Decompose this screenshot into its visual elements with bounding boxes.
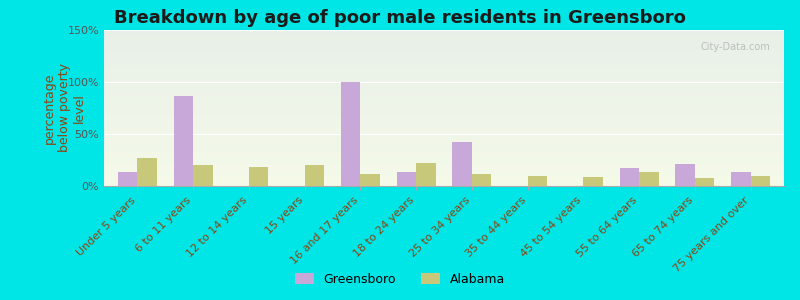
Bar (452, 142, 472, 186)
Bar (472, 173, 491, 186)
Bar (750, 176, 770, 186)
Bar (360, 173, 380, 186)
Bar (528, 176, 547, 186)
Bar (675, 164, 695, 186)
Bar (341, 82, 360, 186)
Legend: Greensboro, Alabama: Greensboro, Alabama (290, 268, 510, 291)
Bar (193, 165, 213, 186)
Bar (118, 172, 138, 186)
Bar (174, 95, 193, 186)
Bar (731, 172, 750, 186)
Text: Breakdown by age of poor male residents in Greensboro: Breakdown by age of poor male residents … (114, 9, 686, 27)
Bar (619, 168, 639, 186)
Bar (397, 172, 416, 186)
Bar (138, 158, 157, 186)
Bar (639, 172, 658, 186)
Bar (695, 178, 714, 186)
Bar (305, 165, 324, 186)
Bar (583, 177, 603, 186)
Bar (249, 167, 269, 186)
Y-axis label: percentage
below poverty
level: percentage below poverty level (43, 64, 86, 152)
Text: City-Data.com: City-Data.com (701, 43, 770, 52)
Bar (416, 163, 436, 186)
